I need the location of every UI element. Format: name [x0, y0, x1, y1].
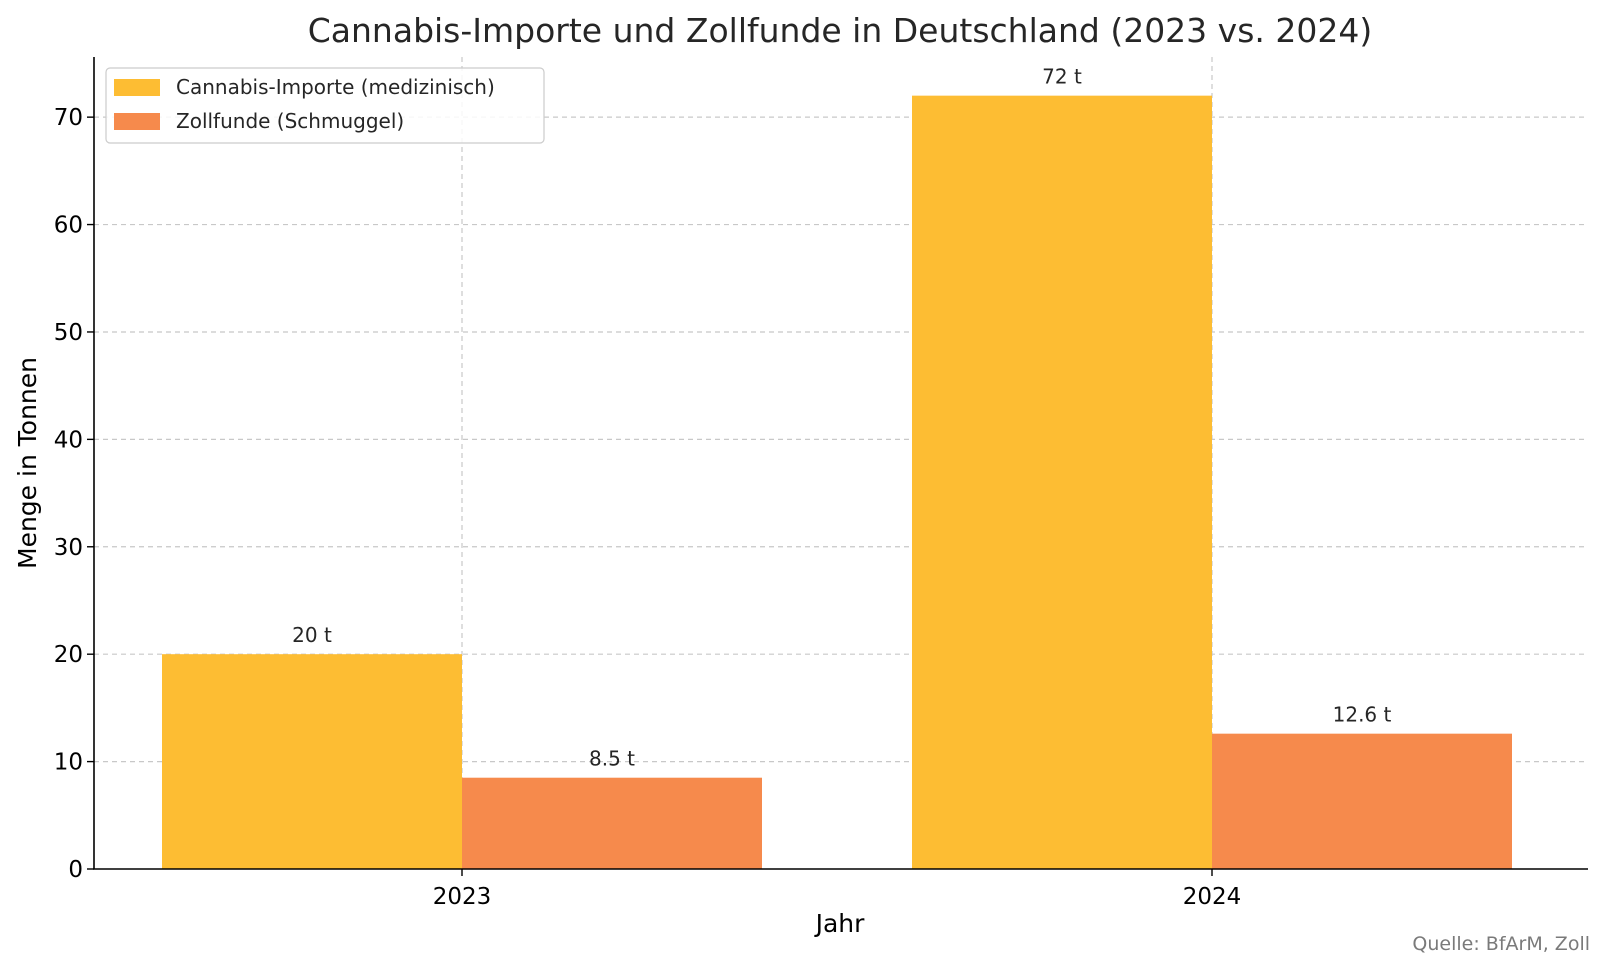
x-axis-label: Jahr — [814, 909, 866, 938]
chart-title: Cannabis-Importe und Zollfunde in Deutsc… — [308, 11, 1372, 50]
y-axis-label: Menge in Tonnen — [13, 357, 42, 569]
y-ticks: 0 10 20 30 40 50 60 70 — [54, 105, 94, 883]
bar-imports-2024 — [912, 95, 1212, 869]
y-tick-label-0: 0 — [68, 857, 83, 883]
bar-seizures-2023 — [462, 777, 762, 869]
x-tick-label-2024: 2024 — [1183, 884, 1242, 910]
source-note: Quelle: BfArM, Zoll — [1412, 933, 1590, 955]
y-tick-label-40: 40 — [54, 427, 83, 453]
legend-box — [105, 67, 545, 144]
legend-label-seizures: Zollfunde (Schmuggel) — [176, 109, 404, 133]
y-tick-label-20: 20 — [54, 642, 83, 668]
data-label-seizures-2024: 12.6 t — [1333, 703, 1392, 727]
x-ticks: 2023 2024 — [433, 869, 1242, 910]
y-tick-label-70: 70 — [54, 105, 83, 131]
bar-seizures-2024 — [1212, 733, 1512, 869]
data-label-imports-2024: 72 t — [1042, 65, 1082, 89]
data-label-imports-2023: 20 t — [292, 623, 332, 647]
y-tick-label-60: 60 — [54, 213, 83, 239]
y-tick-label-50: 50 — [54, 320, 83, 346]
y-tick-label-10: 10 — [54, 750, 83, 776]
data-labels: 20 t 72 t 8.5 t 12.6 t — [292, 65, 1391, 771]
legend-label-imports: Cannabis-Importe (medizinisch) — [176, 75, 495, 99]
bars — [162, 95, 1512, 869]
legend: Cannabis-Importe (medizinisch) Zollfunde… — [105, 67, 545, 144]
y-tick-label-30: 30 — [54, 535, 83, 561]
x-tick-label-2023: 2023 — [433, 884, 492, 910]
data-label-seizures-2023: 8.5 t — [589, 747, 635, 771]
legend-swatch-seizures — [114, 113, 160, 130]
legend-swatch-imports — [114, 79, 160, 96]
bar-imports-2023 — [162, 654, 462, 869]
